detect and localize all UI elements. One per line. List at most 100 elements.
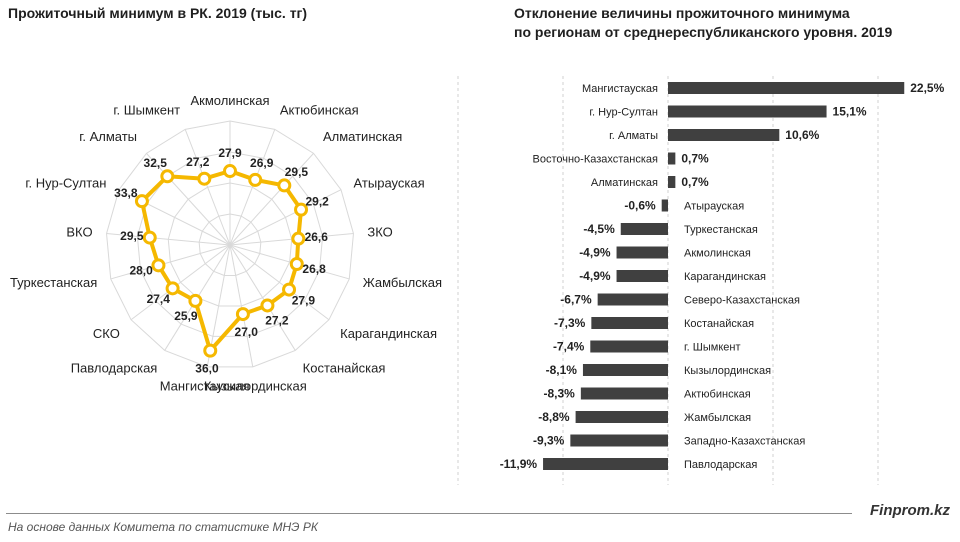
radar-point: [282, 282, 297, 297]
bar: [668, 105, 827, 118]
bar-category-label: Алматинская: [591, 177, 658, 189]
radar-grid-ring-1: [198, 213, 262, 276]
radar-value-label: 29,2: [305, 195, 329, 209]
radar-value-label: 26,6: [305, 230, 329, 244]
bar-category-label: Костанайская: [684, 318, 754, 330]
radar-spoke: [229, 153, 314, 246]
bar-category-label: г. Алматы: [609, 130, 658, 142]
radar-category-label: ВКО: [66, 224, 92, 239]
radar-value-label: 26,9: [250, 156, 274, 170]
radar-spoke: [130, 244, 231, 321]
radar-spoke: [184, 129, 231, 246]
right-chart-title: Отклонение величины прожиточного минимум…: [514, 4, 892, 42]
radar-category-label: Туркестанская: [10, 275, 97, 290]
radar-category-label: г. Алматы: [79, 129, 137, 144]
radar-value-label: 28,0: [129, 263, 153, 277]
radar-value-label: 27,2: [265, 314, 289, 328]
bar: [668, 152, 676, 165]
radar-spoke: [229, 244, 330, 321]
radar-category-label: Павлодарская: [71, 360, 158, 375]
radar-point: [203, 343, 218, 358]
radar-point: [294, 202, 309, 217]
radar-grid-ring-2: [167, 182, 293, 307]
radar-value-label: 32,5: [144, 156, 168, 170]
bar: [616, 270, 668, 282]
bar-value-label: 22,5%: [910, 81, 944, 95]
radar-category-label: Алматинская: [323, 129, 402, 144]
bar-category-label: Акмолинская: [684, 248, 751, 260]
bar-category-label: Восточно-Казахстанская: [532, 154, 658, 166]
bar: [575, 411, 668, 423]
bar: [668, 129, 780, 141]
radar-category-label: Кызылординская: [204, 379, 307, 394]
radar-point: [223, 164, 237, 179]
bar-category-label: Мангистауская: [582, 83, 658, 95]
bar-value-label: -6,7%: [560, 293, 592, 307]
radar-category-label: Жамбылская: [363, 275, 442, 290]
right-title-line-1: Отклонение величины прожиточного минимум…: [514, 5, 850, 21]
radar-category-label: Карагандинская: [340, 326, 437, 341]
radar-spoke: [229, 189, 342, 246]
radar-point: [188, 293, 203, 308]
radar-point: [165, 281, 180, 296]
bar: [580, 387, 668, 400]
radar-spoke: [229, 244, 254, 367]
radar-value-label: 29,5: [285, 165, 309, 179]
bar-value-label: -8,1%: [546, 363, 578, 377]
bar: [620, 223, 668, 235]
radar-chart: Акмолинская Актюбинская Алматинская Атыраус…: [10, 93, 442, 394]
radar-grid-ring-4: [106, 120, 354, 368]
radar-point: [134, 194, 149, 209]
radar-category-label: СКО: [93, 326, 120, 341]
bar-category-label: г. Нур-Султан: [589, 107, 658, 119]
bar: [543, 458, 668, 470]
bar-value-label: -11,9%: [500, 457, 538, 471]
radar-point: [291, 231, 306, 246]
radar-category-label: Мангистауская: [160, 379, 250, 394]
bar: [668, 82, 905, 94]
footer-divider: [6, 513, 852, 514]
bar-category-label: Северо-Казахстанская: [684, 295, 800, 307]
radar-category-label: Костанайская: [303, 360, 386, 375]
bar-value-label: 10,6%: [785, 128, 819, 142]
radar-point: [248, 172, 263, 187]
radar-spoke: [229, 129, 276, 246]
radar-category-label: Акмолинская: [190, 93, 269, 108]
radar-value-label: 27,9: [292, 293, 316, 307]
radar-value-label: 29,5: [120, 229, 144, 243]
bar: [590, 340, 668, 353]
radar-point: [260, 298, 275, 313]
radar-category-label: Актюбинская: [280, 102, 359, 117]
bar: [582, 364, 668, 376]
radar-point: [289, 257, 304, 272]
radar-value-label: 36,0: [195, 361, 219, 375]
bar: [570, 434, 668, 447]
radar-point: [151, 258, 166, 273]
radar-spoke: [146, 153, 231, 246]
bar-category-label: Западно-Казахстанская: [684, 436, 805, 448]
bar-category-label: Актюбинская: [684, 389, 751, 401]
bar: [661, 199, 668, 212]
bar-value-label: -4,5%: [583, 222, 615, 236]
bar-category-label: Жамбылская: [684, 412, 751, 424]
source-footnote: На основе данных Комитета по статистике …: [8, 520, 318, 534]
radar-spoke: [106, 233, 231, 246]
radar-value-label: 33,8: [114, 186, 138, 200]
right-title-line-2: по регионам от среднереспубликанского ур…: [514, 24, 893, 40]
radar-point: [277, 178, 292, 193]
bar-value-label: 0,7%: [681, 152, 709, 166]
bar-category-label: Павлодарская: [684, 459, 757, 471]
radar-value-label: 25,9: [174, 309, 198, 323]
radar-grid-ring-3: [136, 151, 324, 337]
bar-category-label: Туркестанская: [684, 224, 758, 236]
bar-value-label: -8,3%: [543, 387, 575, 401]
bar-category-label: Карагандинская: [684, 271, 766, 283]
left-chart-title: Прожиточный минимум в РК. 2019 (тыс. тг): [8, 5, 308, 21]
radar-value-label: 27,9: [218, 146, 242, 160]
radar-point: [142, 230, 157, 245]
bar: [597, 293, 668, 306]
bar-category-label: Атырауская: [684, 201, 744, 213]
bar-value-label: -8,8%: [538, 410, 570, 424]
bar-value-label: -7,4%: [553, 340, 585, 354]
radar-point: [197, 171, 212, 186]
